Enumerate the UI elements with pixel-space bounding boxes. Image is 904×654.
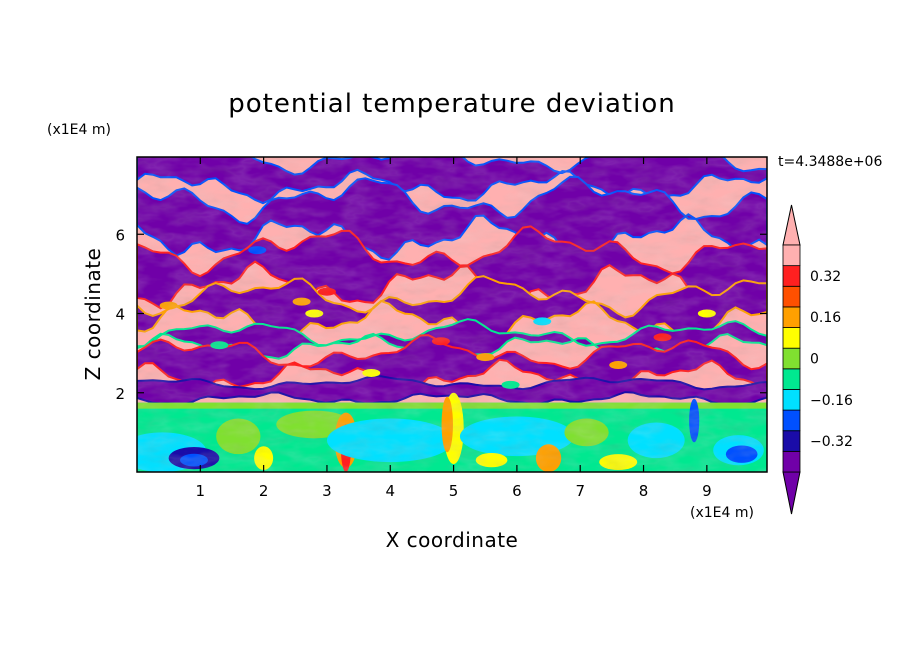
x-tick-label: 8 — [639, 482, 649, 500]
colorbar-bin — [782, 265, 801, 287]
colorbar: 0.32 0.16 0 −0.16 −0.32 — [782, 204, 853, 515]
chart-title: potential temperature deviation — [228, 89, 675, 119]
x-tick-label: 7 — [575, 482, 585, 500]
plot-area — [137, 157, 767, 472]
colorbar-bin — [782, 389, 801, 411]
y-units-label: (x1E4 m) — [47, 122, 111, 138]
x-tick-label: 9 — [702, 482, 712, 500]
x-tick-label: 2 — [259, 482, 269, 500]
colorbar-bin — [782, 327, 801, 349]
colorbar-label: 0.16 — [810, 310, 841, 326]
colorbar-label: −0.32 — [810, 434, 853, 450]
x-tick-label: 5 — [449, 482, 459, 500]
x-tick-label: 4 — [385, 482, 395, 500]
x-tick-label: 3 — [322, 482, 332, 500]
colorbar-bin — [782, 244, 801, 267]
texture-overlay — [137, 157, 767, 472]
y-tick-label: 4 — [115, 306, 125, 324]
colorbar-bin — [782, 285, 801, 308]
x-axis: 1 2 3 4 5 6 7 8 9 — [196, 157, 712, 500]
y-tick-label: 6 — [115, 226, 125, 244]
colorbar-bin — [782, 347, 801, 370]
y-axis: 2 4 6 — [115, 226, 767, 403]
colorbar-bin — [782, 306, 801, 328]
colorbar-over-triangle — [782, 204, 801, 246]
colorbar-bin — [782, 409, 801, 432]
x-tick-label: 1 — [196, 482, 206, 500]
colorbar-bin — [782, 430, 801, 452]
y-tick-label: 2 — [115, 385, 125, 403]
colorbar-bin — [782, 450, 801, 473]
colorbar-bin — [782, 368, 801, 390]
x-axis-label: X coordinate — [386, 528, 519, 552]
x-tick-label: 6 — [512, 482, 522, 500]
colorbar-label: 0 — [810, 352, 819, 368]
time-label: t=4.3488e+06 — [778, 154, 882, 170]
y-axis-label: Z coordinate — [81, 248, 105, 381]
colorbar-label: 0.32 — [810, 269, 841, 285]
plot-frame — [136, 156, 768, 473]
colorbar-label: −0.16 — [810, 393, 853, 409]
x-units-label: (x1E4 m) — [690, 505, 754, 521]
colorbar-under-triangle — [782, 471, 801, 515]
